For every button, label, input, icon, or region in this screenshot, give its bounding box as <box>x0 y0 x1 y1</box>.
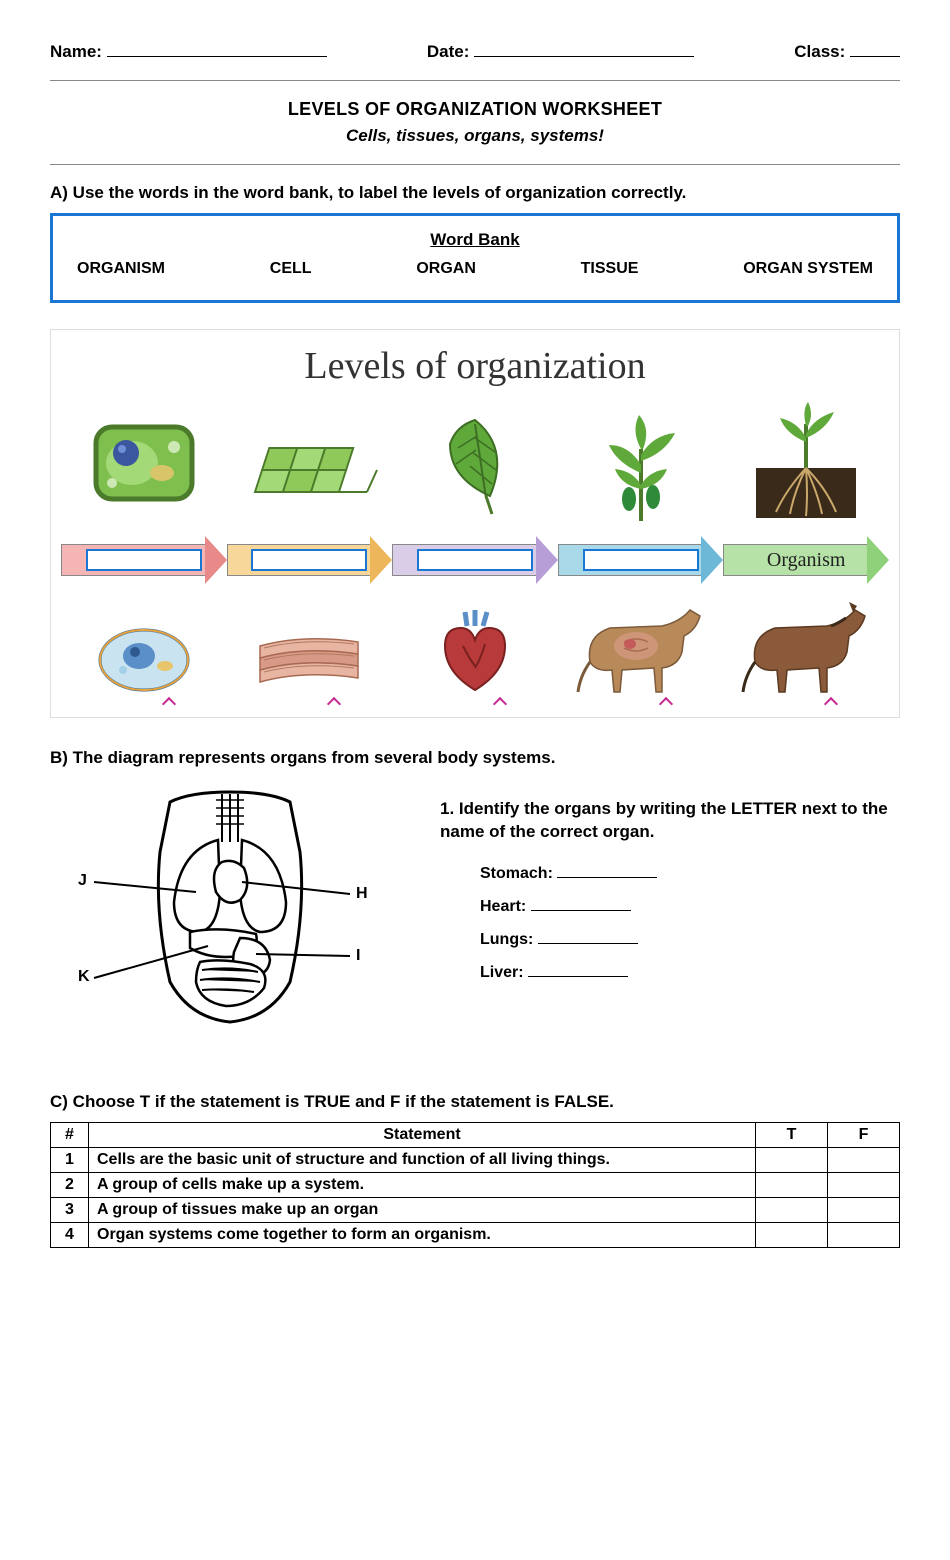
name-blank[interactable] <box>107 40 327 57</box>
levels-diagram: Levels of organization <box>50 329 900 718</box>
class-blank[interactable] <box>850 40 900 57</box>
word-bank-item: ORGANISM <box>77 260 165 278</box>
col-statement-header: Statement <box>89 1123 756 1148</box>
arrow-2 <box>227 536 393 584</box>
worksheet-header: Name: Date: Class: <box>50 40 900 62</box>
word-bank-item: ORGAN <box>416 260 476 278</box>
plant-tissue-icon <box>227 418 393 508</box>
organ-lungs-label: Lungs: <box>480 931 533 948</box>
row-statement: Organ systems come together to form an o… <box>89 1223 756 1248</box>
heart-icon <box>392 602 558 707</box>
horse-icon <box>723 592 889 707</box>
col-f-header: F <box>828 1123 900 1148</box>
title-block: LEVELS OF ORGANIZATION WORKSHEET Cells, … <box>50 99 900 146</box>
f-cell[interactable] <box>828 1223 900 1248</box>
question-1: 1. Identify the organs by writing the LE… <box>440 798 900 844</box>
pepper-plant-icon <box>558 403 724 523</box>
date-label: Date: <box>427 42 470 61</box>
word-bank-item: ORGAN SYSTEM <box>743 260 873 278</box>
heart-blank[interactable] <box>531 895 631 911</box>
horse-anatomy-icon <box>558 592 724 707</box>
f-cell[interactable] <box>828 1173 900 1198</box>
diagram-top-row <box>61 398 889 528</box>
row-statement: Cells are the basic unit of structure an… <box>89 1148 756 1173</box>
animal-cell-icon <box>61 612 227 707</box>
muscle-tissue-icon <box>227 612 393 707</box>
t-cell[interactable] <box>756 1148 828 1173</box>
liver-blank[interactable] <box>528 961 628 977</box>
row-statement: A group of cells make up a system. <box>89 1173 756 1198</box>
section-b-content: J H I K 1. Identify the organs by writin… <box>50 782 900 1032</box>
row-num: 4 <box>51 1223 89 1248</box>
row-statement: A group of tissues make up an organ <box>89 1198 756 1223</box>
label-blank-4[interactable] <box>583 549 699 571</box>
table-row: 1 Cells are the basic unit of structure … <box>51 1148 900 1173</box>
diagram-bottom-row <box>61 592 889 707</box>
table-row: 2 A group of cells make up a system. <box>51 1173 900 1198</box>
table-row: 3 A group of tissues make up an organ <box>51 1198 900 1223</box>
leaf-icon <box>392 408 558 518</box>
label-blank-1[interactable] <box>86 549 202 571</box>
diagram-label-k: K <box>78 968 90 986</box>
f-cell[interactable] <box>828 1198 900 1223</box>
stomach-blank[interactable] <box>557 862 657 878</box>
worksheet-subtitle: Cells, tissues, organs, systems! <box>50 126 900 146</box>
arrow-1 <box>61 536 227 584</box>
class-label: Class: <box>794 42 845 61</box>
row-num: 1 <box>51 1148 89 1173</box>
col-num-header: # <box>51 1123 89 1148</box>
organ-heart-label: Heart: <box>480 898 526 915</box>
col-t-header: T <box>756 1123 828 1148</box>
divider <box>50 80 900 81</box>
name-label: Name: <box>50 42 102 61</box>
diagram-label-j: J <box>78 872 87 890</box>
body-diagram: J H I K <box>50 782 410 1032</box>
label-blank-3[interactable] <box>417 549 533 571</box>
date-blank[interactable] <box>474 40 694 57</box>
section-b-prompt: B) The diagram represents organs from se… <box>50 748 900 768</box>
worksheet-title: LEVELS OF ORGANIZATION WORKSHEET <box>50 99 900 120</box>
arrow-3 <box>392 536 558 584</box>
t-cell[interactable] <box>756 1173 828 1198</box>
t-cell[interactable] <box>756 1198 828 1223</box>
organ-stomach-label: Stomach: <box>480 865 553 882</box>
word-bank-item: TISSUE <box>581 260 639 278</box>
plant-cell-icon <box>61 413 227 513</box>
row-num: 3 <box>51 1198 89 1223</box>
arrow-4 <box>558 536 724 584</box>
f-cell[interactable] <box>828 1148 900 1173</box>
diagram-title: Levels of organization <box>61 344 889 388</box>
arrow-5: Organism <box>723 536 889 584</box>
label-blank-2[interactable] <box>251 549 367 571</box>
organism-label: Organism <box>767 549 846 572</box>
whole-plant-icon <box>723 398 889 528</box>
word-bank-item: CELL <box>270 260 312 278</box>
organ-liver-label: Liver: <box>480 964 524 981</box>
true-false-table: # Statement T F 1 Cells are the basic un… <box>50 1122 900 1248</box>
divider <box>50 164 900 165</box>
diagram-label-i: I <box>356 947 360 965</box>
section-c-prompt: C) Choose T if the statement is TRUE and… <box>50 1092 900 1112</box>
table-row: 4 Organ systems come together to form an… <box>51 1223 900 1248</box>
diagram-label-h: H <box>356 885 368 903</box>
lungs-blank[interactable] <box>538 928 638 944</box>
word-bank-title: Word Bank <box>77 230 873 250</box>
section-a-prompt: A) Use the words in the word bank, to la… <box>50 183 900 203</box>
row-num: 2 <box>51 1173 89 1198</box>
t-cell[interactable] <box>756 1223 828 1248</box>
arrow-row: Organism <box>61 536 889 584</box>
word-bank: Word Bank ORGANISM CELL ORGAN TISSUE ORG… <box>50 213 900 303</box>
